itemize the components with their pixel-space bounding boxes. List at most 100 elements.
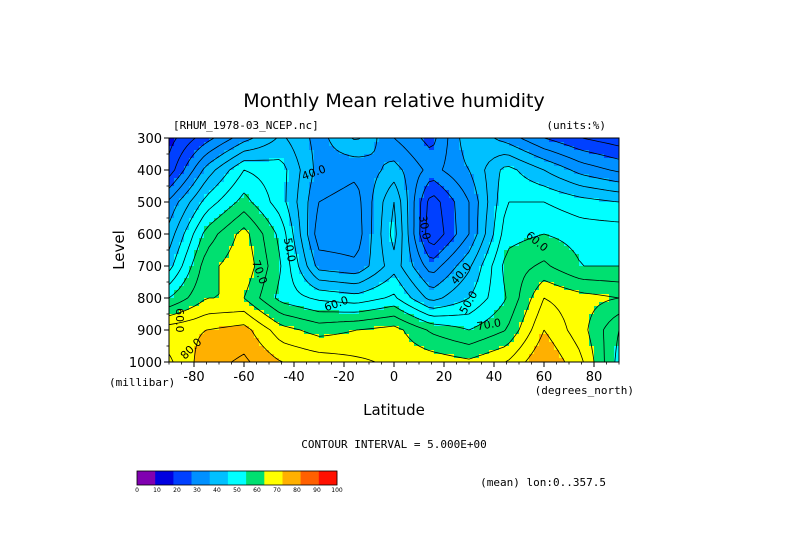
contour-cell: [469, 282, 475, 287]
contour-cell: [289, 190, 295, 195]
contour-cell: [534, 258, 540, 263]
contour-cell: [429, 230, 435, 235]
contour-cell: [474, 274, 480, 279]
contour-cell: [394, 190, 400, 195]
contour-cell: [449, 214, 455, 219]
contour-cell: [389, 334, 395, 339]
contour-cell: [444, 310, 450, 315]
contour-cell: [384, 202, 390, 207]
contour-cell: [344, 314, 350, 319]
contour-cell: [479, 322, 485, 327]
contour-cell: [324, 358, 330, 362]
contour-cell: [284, 222, 290, 227]
contour-cell: [484, 282, 490, 287]
contour-cell: [479, 326, 485, 331]
contour-cell: [524, 258, 530, 263]
contour-cell: [184, 174, 190, 179]
contour-cell: [584, 310, 590, 315]
contour-cell: [374, 190, 380, 195]
contour-cell: [349, 178, 355, 183]
contour-cell: [294, 350, 300, 355]
contour-cell: [449, 258, 455, 263]
contour-cell: [494, 230, 500, 235]
contour-cell: [234, 274, 240, 279]
contour-cell: [604, 330, 610, 335]
contour-cell: [474, 278, 480, 283]
contour-cell: [294, 230, 300, 235]
contour-cell: [514, 138, 520, 143]
contour-cell: [574, 310, 580, 315]
contour-cell: [309, 162, 315, 167]
contour-cell: [359, 162, 365, 167]
contour-cell: [454, 310, 460, 315]
contour-cell: [549, 202, 555, 207]
contour-cell: [569, 322, 575, 327]
contour-cell: [174, 330, 180, 335]
contour-cell: [294, 318, 300, 323]
contour-cell: [589, 206, 595, 211]
contour-cell: [509, 310, 515, 315]
contour-cell: [594, 234, 600, 239]
contour-cell: [294, 242, 300, 247]
contour-cell: [334, 330, 340, 335]
contour-cell: [564, 214, 570, 219]
contour-cell: [494, 318, 500, 323]
contour-cell: [269, 150, 275, 155]
contour-cell: [424, 354, 430, 359]
contour-cell: [284, 294, 290, 299]
contour-cell: [594, 170, 600, 175]
contour-cell: [334, 286, 340, 291]
contour-cell: [479, 178, 485, 183]
contour-cell: [224, 306, 230, 311]
contour-cell: [204, 218, 210, 223]
contour-cell: [344, 246, 350, 251]
contour-cell: [559, 258, 565, 263]
contour-cell: [179, 246, 185, 251]
contour-cell: [249, 142, 255, 147]
contour-cell: [254, 166, 260, 171]
contour-cell: [264, 274, 270, 279]
contour-cell: [374, 146, 380, 151]
contour-cell: [169, 342, 175, 347]
contour-cell: [374, 210, 380, 215]
contour-cell: [554, 198, 560, 203]
contour-cell: [464, 262, 470, 267]
contour-cell: [514, 278, 520, 283]
contour-cell: [499, 338, 505, 343]
contour-cell: [504, 266, 510, 271]
contour-cell: [609, 190, 615, 195]
contour-cell: [419, 278, 425, 283]
contour-cell: [564, 278, 570, 283]
contour-cell: [384, 198, 390, 203]
contour-cell: [539, 182, 545, 187]
contour-cell: [379, 186, 385, 191]
contour-cell: [424, 322, 430, 327]
contour-cell: [539, 326, 545, 331]
contour-cell: [314, 322, 320, 327]
contour-cell: [379, 278, 385, 283]
contour-cell: [244, 354, 250, 359]
contour-cell: [284, 274, 290, 279]
contour-cell: [604, 354, 610, 359]
contour-cell: [254, 162, 260, 167]
contour-cell: [179, 258, 185, 263]
contour-cell: [494, 290, 500, 295]
contour-cell: [349, 286, 355, 291]
contour-cell: [199, 274, 205, 279]
contour-cell: [414, 146, 420, 151]
contour-cell: [339, 258, 345, 263]
contour-cell: [189, 158, 195, 163]
contour-cell: [234, 158, 240, 163]
contour-cell: [299, 354, 305, 359]
contour-cell: [364, 290, 370, 295]
contour-cell: [299, 314, 305, 319]
contour-cell: [449, 334, 455, 339]
contour-cell: [459, 294, 465, 299]
contour-cell: [489, 346, 495, 351]
contour-cell: [184, 322, 190, 327]
contour-cell: [254, 330, 260, 335]
contour-cell: [204, 346, 210, 351]
contour-cell: [434, 310, 440, 315]
contour-cell: [339, 178, 345, 183]
contour-cell: [554, 318, 560, 323]
